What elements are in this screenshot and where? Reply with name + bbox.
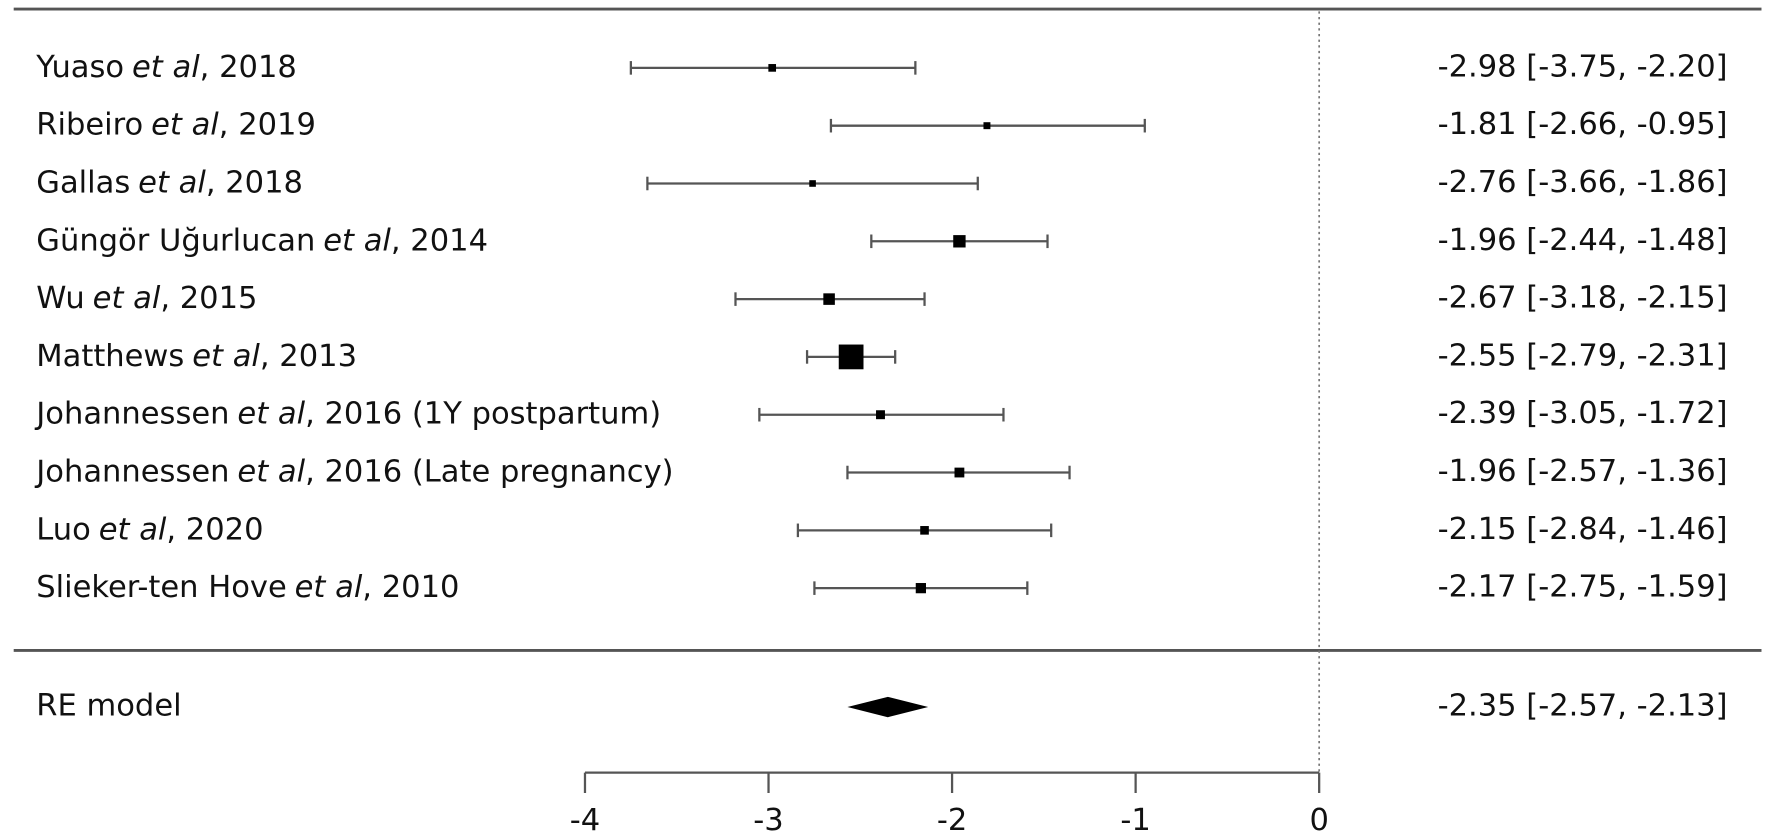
study-etal: et al xyxy=(237,396,305,431)
study-author: Güngör Uğurlucan xyxy=(36,223,315,258)
study-etal: et al xyxy=(323,223,391,258)
study-year: , 2013 xyxy=(260,338,357,373)
study-author: Wu xyxy=(36,281,84,316)
value-label: -2.98 [-3.75, -2.20] xyxy=(1438,49,1728,84)
study-label: Luo et al, 2020 xyxy=(36,512,263,547)
summary-diamond xyxy=(847,696,929,718)
study-label: Ribeiro et al, 2019 xyxy=(36,107,316,142)
study-label: Wu et al, 2015 xyxy=(36,281,257,316)
study-author: Gallas xyxy=(36,165,130,200)
study-etal: et al xyxy=(132,49,200,84)
study-year: , 2018 xyxy=(200,49,297,84)
study-label: Slieker-ten Hove et al, 2010 xyxy=(36,570,459,605)
study-author: Luo xyxy=(36,512,91,547)
study-year: , 2019 xyxy=(219,107,316,142)
study-year: , 2015 xyxy=(160,281,257,316)
estimate-box xyxy=(954,467,965,478)
estimate-box xyxy=(809,180,816,187)
study-label: Güngör Uğurlucan et al, 2014 xyxy=(36,223,488,258)
estimate-box xyxy=(838,344,864,370)
study-label: Johannessen et al, 2016 (1Y postpartum) xyxy=(34,396,661,431)
study-author: Yuaso xyxy=(35,49,124,84)
value-label: -2.55 [-2.79, -2.31] xyxy=(1438,338,1728,373)
study-year: , 2020 xyxy=(166,512,263,547)
value-label: -1.96 [-2.44, -1.48] xyxy=(1438,223,1728,258)
study-etal: et al xyxy=(138,165,206,200)
study-etal: et al xyxy=(93,281,161,316)
study-label: Johannessen et al, 2016 (Late pregnancy) xyxy=(34,454,673,489)
x-tick-label: -2 xyxy=(937,803,967,836)
study-year: , 2016 (1Y postpartum) xyxy=(305,396,661,431)
study-author: Slieker-ten Hove xyxy=(36,570,286,605)
value-label: -2.17 [-2.75, -1.59] xyxy=(1438,570,1728,605)
estimate-box xyxy=(823,293,835,305)
study-label: Yuaso et al, 2018 xyxy=(35,49,296,84)
summary-value-label: -2.35 [-2.57, -2.13] xyxy=(1438,689,1728,724)
x-tick-label: -3 xyxy=(753,803,783,836)
estimate-box xyxy=(920,526,929,535)
study-year: , 2014 xyxy=(391,223,488,258)
study-etal: et al xyxy=(99,512,167,547)
study-year: , 2010 xyxy=(362,570,459,605)
study-etal: et al xyxy=(237,454,305,489)
study-etal: et al xyxy=(192,338,260,373)
study-year: , 2018 xyxy=(206,165,303,200)
study-label: Gallas et al, 2018 xyxy=(36,165,303,200)
estimate-box xyxy=(768,64,777,72)
value-label: -2.15 [-2.84, -1.46] xyxy=(1438,512,1728,547)
study-author: Johannessen xyxy=(34,454,229,489)
value-label: -2.76 [-3.66, -1.86] xyxy=(1438,165,1728,200)
estimate-box xyxy=(915,583,926,594)
value-label: -1.81 [-2.66, -0.95] xyxy=(1438,107,1728,142)
study-author: Matthews xyxy=(36,338,184,373)
x-tick-label: 0 xyxy=(1309,803,1328,836)
study-year: , 2016 (Late pregnancy) xyxy=(305,454,674,489)
estimate-box xyxy=(876,410,885,420)
study-etal: et al xyxy=(151,107,219,142)
estimate-box xyxy=(983,122,991,130)
value-label: -2.67 [-3.18, -2.15] xyxy=(1438,281,1728,316)
study-author: Johannessen xyxy=(34,396,229,431)
value-label: -1.96 [-2.57, -1.36] xyxy=(1438,454,1728,489)
x-tick-label: -4 xyxy=(570,803,600,836)
summary-label: RE model xyxy=(36,689,181,724)
study-etal: et al xyxy=(295,570,363,605)
study-author: Ribeiro xyxy=(36,107,143,142)
value-label: -2.39 [-3.05, -1.72] xyxy=(1438,396,1728,431)
x-tick-label: -1 xyxy=(1120,803,1150,836)
study-label: Matthews et al, 2013 xyxy=(36,338,357,373)
estimate-box xyxy=(953,235,966,248)
